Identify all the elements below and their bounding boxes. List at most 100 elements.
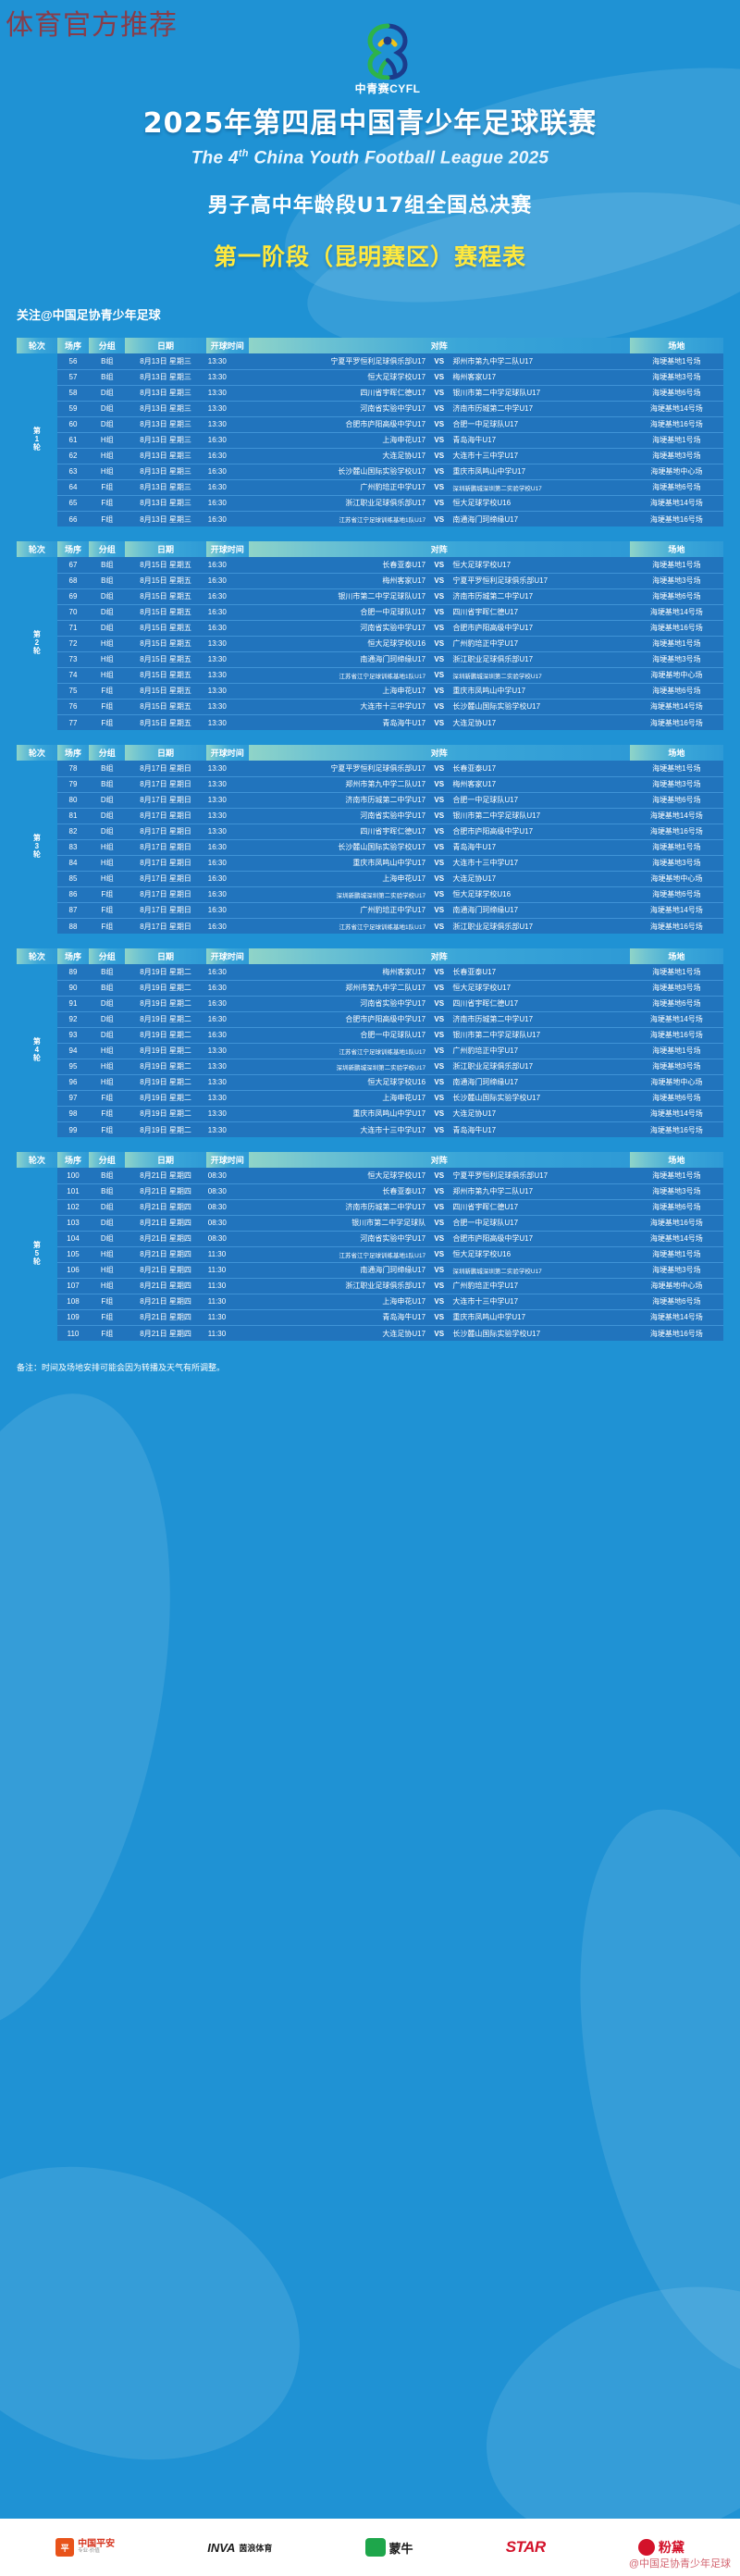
table-row[interactable]: 第 3 轮 78 B组 8月17日 星期日 13:30 宁夏平罗恒利足球俱乐部U17 VS 长春亚… — [17, 761, 723, 935]
table-row[interactable]: 82 D组 8月17日 星期日 13:30 四川省宇晖仁德U17 VS 合肥市庐阳高级中学U… — [17, 824, 723, 840]
table-row[interactable]: 60 D组 8月13日 星期三 13:30 合肥市庐阳高级中学U17 VS 合肥一中足球队U… — [17, 416, 723, 433]
table-row[interactable]: 57 B组 8月13日 星期三 13:30 恒大足球学校U17 VS 梅州客家U17 海埂基地… — [17, 369, 723, 386]
table-row[interactable]: 第 4 轮 89 B组 8月19日 星期二 16:30 梅州客家U17 VS 长春亚泰U17 海埂基… — [17, 964, 723, 1138]
cell-group: F组 — [89, 683, 126, 700]
table-row[interactable]: 105 H组 8月21日 星期四 11:30 江苏省江宁足球训练基地1队U17 VS 恒大足… — [17, 1246, 723, 1263]
table-row[interactable]: 73 H组 8月15日 星期五 13:30 南通海门珂缔缘U17 VS 浙江职业足球俱乐部U… — [17, 651, 723, 668]
cell-date: 8月13日 星期三 — [125, 432, 206, 449]
table-row[interactable]: 90 B组 8月19日 星期二 16:30 郑州市第九中学二队U17 VS 恒大足球学校U1… — [17, 980, 723, 997]
table-row[interactable]: 103 D组 8月21日 星期四 08:30 银川市第二中学足球队 VS 合肥一中足球队U1… — [17, 1215, 723, 1232]
col-header-group: 分组 — [89, 745, 126, 762]
table-row[interactable]: 63 H组 8月13日 星期三 16:30 长沙麓山国际实验学校U17 VS 重庆市凤鸣山中… — [17, 464, 723, 480]
cell-home-team: 河南省实验中学U17 — [248, 1231, 428, 1247]
col-header-venue: 场地 — [629, 745, 723, 762]
table-row[interactable]: 106 H组 8月21日 星期四 11:30 南通海门珂缔缘U17 VS 深圳新鹏城深圳第二… — [17, 1262, 723, 1279]
table-row[interactable]: 109 F组 8月21日 星期四 11:30 青岛海牛U17 VS 重庆市凤鸣山中学U17 海… — [17, 1309, 723, 1326]
table-row[interactable]: 第 5 轮 100 B组 8月21日 星期四 08:30 恒大足球学校U17 VS 宁夏平罗恒利足… — [17, 1168, 723, 1342]
table-row[interactable]: 74 H组 8月15日 星期五 13:30 江苏省江宁足球训练基地1队U17 VS 深圳新鹏… — [17, 667, 723, 684]
cell-vs: VS — [427, 808, 451, 824]
cell-group: D组 — [89, 620, 126, 637]
cell-away-team: 宁夏平罗恒利足球俱乐部U17 — [450, 573, 630, 589]
cell-group: B组 — [89, 980, 126, 997]
sponsor-star: STAR — [506, 2538, 547, 2557]
table-row[interactable]: 69 D组 8月15日 星期五 16:30 银川市第二中学足球队U17 VS 济南市历城第二… — [17, 588, 723, 605]
table-row[interactable]: 61 H组 8月13日 星期三 16:30 上海申花U17 VS 青岛海牛U17 海埂基地1号… — [17, 432, 723, 449]
table-header-row: 轮次 场序 分组 日期 开球时间 对阵 场地 — [17, 541, 723, 558]
cell-group: D组 — [89, 996, 126, 1012]
table-row[interactable]: 107 H组 8月21日 星期四 11:30 浙江职业足球俱乐部U17 VS 广州豹培正中学… — [17, 1278, 723, 1294]
cell-seq: 98 — [56, 1106, 90, 1122]
table-row[interactable]: 80 D组 8月17日 星期日 13:30 济南市历城第二中学U17 VS 合肥一中足球队U… — [17, 792, 723, 809]
table-row[interactable]: 98 F组 8月19日 星期二 13:30 重庆市凤鸣山中学U17 VS 大连足协U17 海埂… — [17, 1106, 723, 1122]
round-block: 轮次 场序 分组 日期 开球时间 对阵 场地第 1 轮 56 B组 8月13日 星期三 13:30 宁夏平… — [17, 338, 723, 527]
cell-date: 8月19日 星期二 — [125, 1074, 206, 1091]
table-row[interactable]: 66 F组 8月13日 星期三 16:30 江苏省江宁足球训练基地1队U17 VS 南通海门… — [17, 511, 723, 527]
table-row[interactable]: 87 F组 8月17日 星期日 16:30 广州豹培正中学U17 VS 南通海门珂缔缘U17… — [17, 902, 723, 919]
table-row[interactable]: 91 D组 8月19日 星期二 16:30 河南省实验中学U17 VS 四川省宇晖仁德U17… — [17, 996, 723, 1012]
cell-date: 8月21日 星期四 — [125, 1325, 206, 1342]
table-row[interactable]: 76 F组 8月15日 星期五 13:30 大连市十三中学U17 VS 长沙麓山国际实验学校… — [17, 699, 723, 715]
table-row[interactable]: 79 B组 8月17日 星期日 13:30 郑州市第九中学二队U17 VS 梅州客家U17 海… — [17, 776, 723, 793]
table-row[interactable]: 62 H组 8月13日 星期三 16:30 大连足协U17 VS 大连市十三中学U17 海埂基… — [17, 448, 723, 464]
table-row[interactable]: 101 B组 8月21日 星期四 08:30 长春亚泰U17 VS 郑州市第九中学二队U17… — [17, 1183, 723, 1200]
cell-vs: VS — [427, 464, 451, 480]
table-row[interactable]: 102 D组 8月21日 星期四 08:30 济南市历城第二中学U17 VS 四川省宇晖仁德… — [17, 1199, 723, 1216]
cell-away-team: 合肥一中足球队U17 — [450, 1215, 630, 1232]
cell-vs: VS — [427, 1231, 451, 1247]
cell-away-team: 浙江职业足球俱乐部U17 — [450, 918, 630, 935]
cell-group: H组 — [89, 839, 126, 856]
table-row[interactable]: 99 F组 8月19日 星期二 13:30 大连市十三中学U17 VS 青岛海牛U17 海埂基… — [17, 1121, 723, 1138]
table-row[interactable]: 88 F组 8月17日 星期日 16:30 江苏省江宁足球训练基地1队U17 VS 浙江职业… — [17, 918, 723, 935]
cell-home-team: 大连足协U17 — [248, 1325, 428, 1342]
cell-group: H组 — [89, 1262, 126, 1279]
table-row[interactable]: 96 H组 8月19日 星期二 13:30 恒大足球学校U16 VS 南通海门珂缔缘U17 海… — [17, 1074, 723, 1091]
table-row[interactable]: 94 H组 8月19日 星期二 13:30 江苏省江宁足球训练基地1队U17 VS 广州豹培… — [17, 1043, 723, 1059]
cell-venue: 海埂基地1号场 — [629, 432, 723, 449]
cell-date: 8月13日 星期三 — [125, 353, 206, 370]
table-row[interactable]: 86 F组 8月17日 星期日 16:30 深圳新鹏城深圳第二实验学校U17 VS 恒大足球… — [17, 886, 723, 903]
table-row[interactable]: 64 F组 8月13日 星期三 16:30 广州豹培正中学U17 VS 深圳新鹏城深圳第二实… — [17, 479, 723, 496]
table-row[interactable]: 77 F组 8月15日 星期五 13:30 青岛海牛U17 VS 大连足协U17 海埂基地16… — [17, 714, 723, 731]
cell-seq: 86 — [56, 886, 90, 903]
table-row[interactable]: 75 F组 8月15日 星期五 13:30 上海申花U17 VS 重庆市凤鸣山中学U17 海埂… — [17, 683, 723, 700]
cell-kickoff: 16:30 — [205, 855, 249, 872]
sponsor-inva-label: INVA — [207, 2540, 236, 2555]
cell-venue: 海埂基地3号场 — [629, 980, 723, 997]
cell-vs: VS — [427, 886, 451, 903]
cell-venue: 海埂基地6号场 — [629, 996, 723, 1012]
cell-date: 8月17日 星期日 — [125, 918, 206, 935]
table-row[interactable]: 71 D组 8月15日 星期五 16:30 河南省实验中学U17 VS 合肥市庐阳高级中学U… — [17, 620, 723, 637]
table-row[interactable]: 81 D组 8月17日 星期日 13:30 河南省实验中学U17 VS 银川市第二中学足球队… — [17, 808, 723, 824]
table-row[interactable]: 108 F组 8月21日 星期四 11:30 上海申花U17 VS 大连市十三中学U17 海埂… — [17, 1294, 723, 1310]
table-row[interactable]: 92 D组 8月19日 星期二 16:30 合肥市庐阳高级中学U17 VS 济南市历城第二中… — [17, 1011, 723, 1028]
cell-date: 8月21日 星期四 — [125, 1231, 206, 1247]
cell-vs: VS — [427, 432, 451, 449]
table-row[interactable]: 第 2 轮 67 B组 8月15日 星期五 16:30 长春亚泰U17 VS 恒大足球学校U17 海… — [17, 557, 723, 731]
table-row[interactable]: 85 H组 8月17日 星期日 16:30 上海申花U17 VS 大连足协U17 海埂基地中心… — [17, 871, 723, 887]
table-row[interactable]: 104 D组 8月21日 星期四 08:30 河南省实验中学U17 VS 合肥市庐阳高级中学… — [17, 1231, 723, 1247]
table-row[interactable]: 84 H组 8月17日 星期日 16:30 重庆市凤鸣山中学U17 VS 大连市十三中学U1… — [17, 855, 723, 872]
sponsor-fenhuang: 粉黛 — [637, 2538, 684, 2557]
table-row[interactable]: 95 H组 8月19日 星期二 13:30 深圳新鹏城深圳第二实验学校U17 VS 浙江职业… — [17, 1059, 723, 1075]
sponsor-inva-sub: 茵浪体育 — [239, 2543, 273, 2553]
cell-kickoff: 13:30 — [205, 792, 249, 809]
table-row[interactable]: 59 D组 8月13日 星期三 13:30 河南省实验中学U17 VS 济南市历城第二中学U… — [17, 401, 723, 417]
table-row[interactable]: 68 B组 8月15日 星期五 16:30 梅州客家U17 VS 宁夏平罗恒利足球俱乐部U1… — [17, 573, 723, 589]
table-header-row: 轮次 场序 分组 日期 开球时间 对阵 场地 — [17, 338, 723, 354]
table-row[interactable]: 58 D组 8月13日 星期三 13:30 四川省宇晖仁德U17 VS 银川市第二中学足球队… — [17, 385, 723, 402]
cell-kickoff: 08:30 — [205, 1231, 249, 1247]
cell-kickoff: 16:30 — [205, 871, 249, 887]
table-row[interactable]: 93 D组 8月19日 星期二 16:30 合肥一中足球队U17 VS 银川市第二中学足球队… — [17, 1027, 723, 1044]
table-row[interactable]: 65 F组 8月13日 星期三 16:30 浙江职业足球俱乐部U17 VS 恒大足球学校U1… — [17, 495, 723, 512]
cell-date: 8月15日 星期五 — [125, 573, 206, 589]
table-row[interactable]: 第 1 轮 56 B组 8月13日 星期三 13:30 宁夏平罗恒利足球俱乐部U17 VS 郑州市… — [17, 353, 723, 527]
cell-venue: 海埂基地16号场 — [629, 511, 723, 527]
table-row[interactable]: 72 H组 8月15日 星期五 13:30 恒大足球学校U16 VS 广州豹培正中学U17 海… — [17, 636, 723, 652]
table-row[interactable]: 83 H组 8月17日 星期日 16:30 长沙麓山国际实验学校U17 VS 青岛海牛U17… — [17, 839, 723, 856]
table-row[interactable]: 70 D组 8月15日 星期五 16:30 合肥一中足球队U17 VS 四川省宇晖仁德U17… — [17, 604, 723, 621]
table-row[interactable]: 110 F组 8月21日 星期四 11:30 大连足协U17 VS 长沙麓山国际实验学校U1… — [17, 1325, 723, 1342]
cell-away-team: 浙江职业足球俱乐部U17 — [450, 1059, 630, 1075]
table-row[interactable]: 97 F组 8月19日 星期二 13:30 上海申花U17 VS 长沙麓山国际实验学校U17… — [17, 1090, 723, 1107]
cell-seq: 58 — [56, 385, 90, 402]
